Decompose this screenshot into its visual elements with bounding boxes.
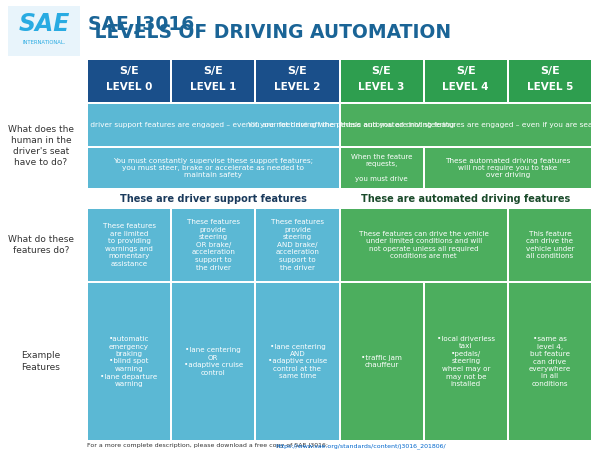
Bar xyxy=(256,209,338,281)
Text: •local driverless
taxi
•pedals/
steering
wheel may or
may not be
installed: •local driverless taxi •pedals/ steering… xyxy=(437,336,495,387)
Bar xyxy=(88,148,338,188)
Bar xyxy=(509,60,591,102)
Text: These automated driving features
will not require you to take
over driving: These automated driving features will no… xyxy=(445,158,571,179)
Bar xyxy=(88,104,338,146)
Text: S/E: S/E xyxy=(372,66,391,76)
Bar xyxy=(88,209,170,281)
Text: These features
provide
steering
OR brake/
acceleration
support to
the driver: These features provide steering OR brake… xyxy=(187,219,240,271)
Text: S/E: S/E xyxy=(456,66,476,76)
Bar xyxy=(341,283,422,440)
Text: What does the
human in the
driver's seat
have to do?: What does the human in the driver's seat… xyxy=(8,125,74,167)
Text: SAE: SAE xyxy=(19,12,70,36)
Text: Example
Features: Example Features xyxy=(22,351,61,371)
Text: S/E: S/E xyxy=(119,66,139,76)
Bar xyxy=(341,148,422,188)
Text: LEVEL 3: LEVEL 3 xyxy=(358,82,405,92)
Bar xyxy=(425,148,591,188)
Text: These are driver support features: These are driver support features xyxy=(120,194,307,204)
Text: LEVEL 0: LEVEL 0 xyxy=(106,82,152,92)
Text: This feature
can drive the
vehicle under
all conditions: This feature can drive the vehicle under… xyxy=(526,231,574,259)
Text: When the feature
requests,

you must drive: When the feature requests, you must driv… xyxy=(351,154,412,182)
Text: S/E: S/E xyxy=(287,66,307,76)
Text: You are driving whenever these driver support features are engaged – even if you: You are driving whenever these driver su… xyxy=(0,122,454,128)
Text: What do these
features do?: What do these features do? xyxy=(8,235,74,255)
Text: LEVEL 5: LEVEL 5 xyxy=(527,82,573,92)
Bar xyxy=(425,60,507,102)
Text: These features
provide
steering
AND brake/
acceleration
support to
the driver: These features provide steering AND brak… xyxy=(271,219,324,271)
Bar xyxy=(256,60,338,102)
Bar xyxy=(256,283,338,440)
Bar xyxy=(341,104,591,146)
Text: LEVEL 2: LEVEL 2 xyxy=(274,82,320,92)
Text: https://www.sae.org/standards/content/j3016_201806/: https://www.sae.org/standards/content/j3… xyxy=(275,443,446,449)
Bar xyxy=(8,6,80,56)
Bar xyxy=(88,283,170,440)
Text: •traffic jam
chauffeur: •traffic jam chauffeur xyxy=(361,355,402,368)
Text: These features can drive the vehicle
under limited conditions and will
not opera: These features can drive the vehicle und… xyxy=(359,231,488,259)
Bar xyxy=(172,60,254,102)
Text: •lane centering
OR
•adaptive cruise
control: •lane centering OR •adaptive cruise cont… xyxy=(184,347,243,376)
Bar xyxy=(509,209,591,281)
Bar xyxy=(425,283,507,440)
Text: •automatic
emergency
braking
•blind spot
warning
•lane departure
warning: •automatic emergency braking •blind spot… xyxy=(100,336,158,387)
Text: INTERNATIONAL.: INTERNATIONAL. xyxy=(22,40,65,45)
Bar xyxy=(172,209,254,281)
Text: LEVEL 4: LEVEL 4 xyxy=(443,82,489,92)
Text: For a more complete description, please download a free copy of SAE J3016:: For a more complete description, please … xyxy=(87,443,332,448)
Bar xyxy=(509,283,591,440)
Bar xyxy=(172,283,254,440)
Text: •same as
level 4,
but feature
can drive
everywhere
in all
conditions: •same as level 4, but feature can drive … xyxy=(529,336,571,387)
Text: You are not driving when these automated driving features are engaged – even if : You are not driving when these automated… xyxy=(247,122,600,128)
Bar xyxy=(341,209,507,281)
Text: S/E: S/E xyxy=(203,66,223,76)
Bar xyxy=(88,60,170,102)
Text: S/E: S/E xyxy=(540,66,560,76)
Text: You must constantly supervise these support features;
you must steer, brake or a: You must constantly supervise these supp… xyxy=(113,158,313,179)
Text: SAE J3016: SAE J3016 xyxy=(88,16,194,34)
Text: •lane centering
AND
•adaptive cruise
control at the
same time: •lane centering AND •adaptive cruise con… xyxy=(268,344,327,380)
Text: These are automated driving features: These are automated driving features xyxy=(361,194,571,204)
Text: These features
are limited
to providing
warnings and
momentary
assistance: These features are limited to providing … xyxy=(103,223,155,267)
Text: LEVELS OF DRIVING AUTOMATION: LEVELS OF DRIVING AUTOMATION xyxy=(88,23,451,43)
Bar xyxy=(341,60,422,102)
Text: LEVEL 1: LEVEL 1 xyxy=(190,82,236,92)
